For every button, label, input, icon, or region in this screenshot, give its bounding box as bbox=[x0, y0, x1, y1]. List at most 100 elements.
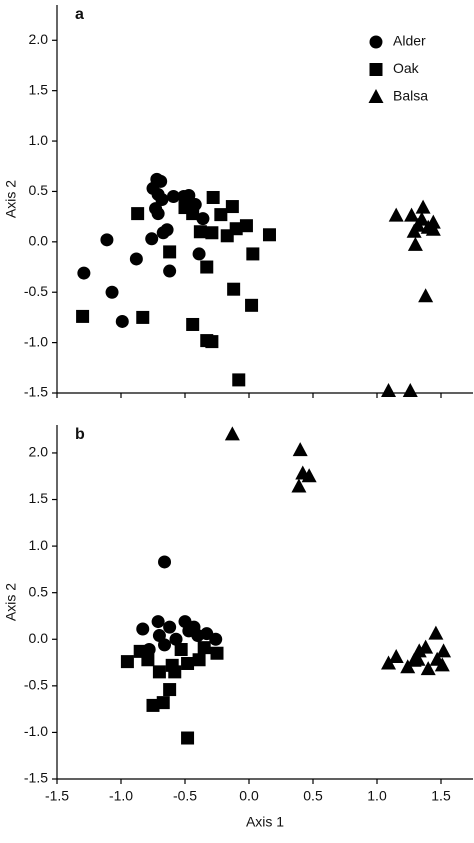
point bbox=[239, 219, 253, 233]
point bbox=[152, 665, 166, 679]
point bbox=[151, 207, 165, 221]
point bbox=[151, 615, 165, 629]
point bbox=[292, 442, 308, 457]
point bbox=[192, 247, 206, 261]
x-axis-title: Axis 1 bbox=[246, 814, 284, 830]
point bbox=[434, 657, 450, 672]
x-tick-label: 1.0 bbox=[367, 788, 387, 804]
y-axis-title: Axis 2 bbox=[3, 583, 19, 621]
legend-label: Oak bbox=[393, 60, 420, 76]
x-tick-label: -1.5 bbox=[45, 788, 69, 804]
point bbox=[182, 188, 196, 202]
y-tick-label: -1.0 bbox=[24, 723, 48, 739]
panel-label: b bbox=[75, 426, 85, 443]
y-tick-label: 1.5 bbox=[29, 81, 49, 97]
point bbox=[163, 683, 177, 697]
point bbox=[301, 468, 317, 483]
point bbox=[187, 620, 201, 634]
point bbox=[411, 643, 427, 658]
point bbox=[145, 232, 159, 246]
y-tick-label: -1.0 bbox=[24, 333, 48, 349]
x-tick-label: -1.0 bbox=[109, 788, 133, 804]
y-tick-label: 0.0 bbox=[29, 233, 49, 249]
point bbox=[420, 661, 436, 676]
y-tick-label: 2.0 bbox=[29, 444, 49, 460]
point bbox=[245, 298, 259, 312]
point bbox=[407, 236, 423, 251]
point bbox=[196, 212, 210, 226]
point bbox=[136, 310, 150, 324]
point bbox=[154, 174, 168, 188]
point bbox=[77, 266, 91, 280]
y-tick-label: 1.5 bbox=[29, 490, 49, 506]
y-tick-label: -0.5 bbox=[24, 283, 48, 299]
point bbox=[418, 288, 434, 303]
point bbox=[388, 207, 404, 222]
point bbox=[115, 314, 129, 328]
point bbox=[425, 221, 441, 236]
y-tick-label: 2.0 bbox=[29, 31, 49, 47]
point bbox=[168, 665, 182, 679]
point bbox=[129, 252, 143, 266]
point bbox=[186, 317, 200, 331]
point bbox=[229, 222, 243, 236]
legend-label: Alder bbox=[393, 33, 426, 49]
point bbox=[414, 211, 430, 226]
point bbox=[186, 207, 200, 221]
point bbox=[246, 247, 260, 261]
point bbox=[415, 199, 431, 214]
point bbox=[197, 641, 211, 655]
point bbox=[381, 382, 397, 397]
x-tick-label: 0.5 bbox=[303, 788, 323, 804]
point bbox=[120, 655, 134, 669]
legend-marker bbox=[368, 89, 384, 103]
y-tick-label: -0.5 bbox=[24, 677, 48, 693]
point bbox=[227, 282, 241, 296]
point bbox=[174, 643, 188, 657]
point bbox=[181, 656, 195, 670]
point bbox=[206, 190, 220, 204]
point bbox=[425, 214, 441, 229]
point bbox=[158, 638, 172, 652]
point bbox=[163, 620, 177, 634]
point bbox=[232, 373, 246, 387]
legend-marker bbox=[369, 35, 383, 49]
legend-label: Balsa bbox=[393, 88, 428, 104]
point bbox=[200, 260, 214, 274]
point bbox=[214, 208, 228, 222]
y-tick-label: 0.5 bbox=[29, 583, 49, 599]
point bbox=[76, 309, 90, 323]
point bbox=[146, 698, 160, 712]
y-tick-label: 1.0 bbox=[29, 132, 49, 148]
point bbox=[205, 226, 219, 240]
point bbox=[160, 223, 174, 237]
point bbox=[131, 207, 145, 221]
point bbox=[404, 207, 420, 222]
point bbox=[155, 193, 169, 207]
y-tick-label: 0.0 bbox=[29, 630, 49, 646]
point bbox=[158, 555, 172, 569]
y-axis-title: Axis 2 bbox=[3, 180, 19, 218]
y-tick-label: 0.5 bbox=[29, 182, 49, 198]
point bbox=[402, 382, 418, 397]
y-tick-label: -1.5 bbox=[24, 384, 48, 400]
x-tick-label: 0.0 bbox=[239, 788, 259, 804]
x-tick-label: 1.5 bbox=[431, 788, 451, 804]
point bbox=[205, 335, 219, 349]
point bbox=[381, 655, 397, 670]
point bbox=[169, 632, 183, 646]
point bbox=[163, 264, 177, 278]
point bbox=[406, 223, 422, 238]
point bbox=[224, 426, 240, 441]
point bbox=[210, 646, 224, 660]
point bbox=[262, 228, 276, 242]
point bbox=[136, 622, 150, 636]
y-tick-label: -1.5 bbox=[24, 770, 48, 786]
legend-marker bbox=[369, 63, 383, 76]
point bbox=[291, 478, 307, 493]
point bbox=[388, 648, 404, 663]
point bbox=[418, 639, 434, 654]
point bbox=[166, 189, 180, 203]
